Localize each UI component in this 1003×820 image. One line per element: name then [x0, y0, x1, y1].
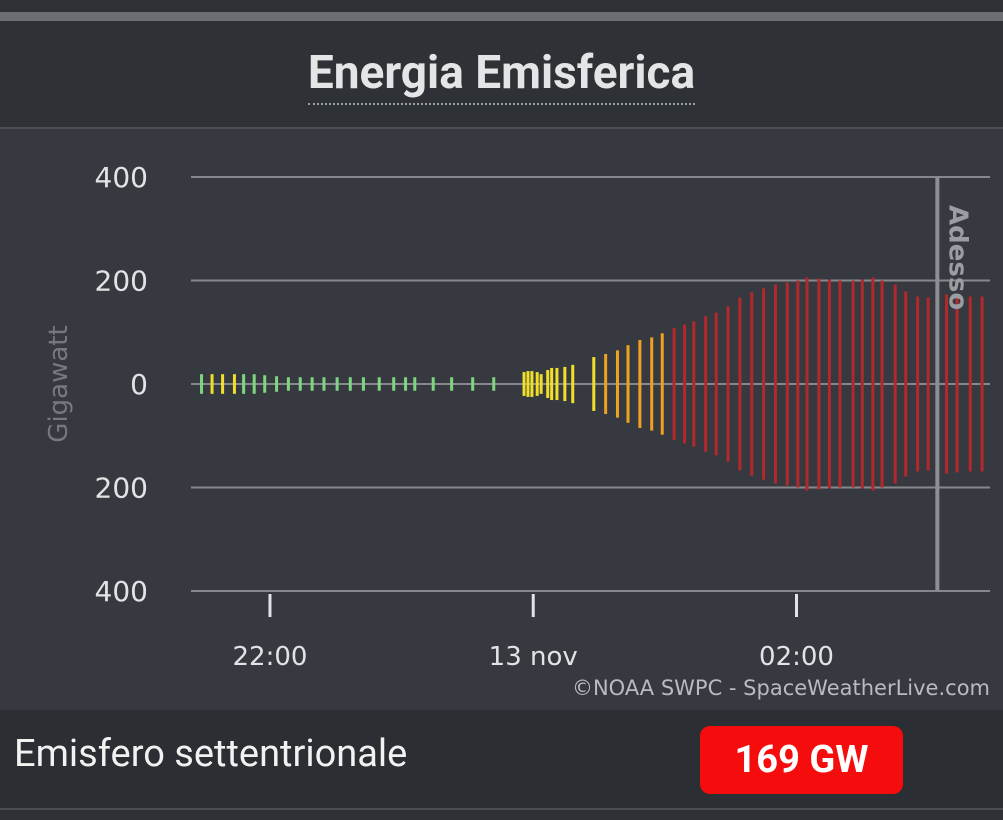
- bar: [785, 282, 789, 486]
- y-tick-label: 0: [130, 368, 148, 401]
- bar: [726, 306, 730, 462]
- y-tick-label: 400: [95, 575, 148, 608]
- bar: [348, 377, 352, 391]
- bar: [860, 279, 864, 489]
- bar: [431, 377, 435, 391]
- top-bar: [0, 12, 1003, 21]
- bar: [880, 280, 884, 488]
- bar: [298, 377, 302, 391]
- bar: [563, 366, 567, 402]
- x-tick-label: 22:00: [233, 642, 308, 672]
- bar: [615, 350, 619, 418]
- bar: [738, 297, 742, 471]
- bar: [638, 340, 642, 428]
- title[interactable]: Energia Emisferica: [307, 45, 696, 105]
- bar: [796, 280, 800, 488]
- bar: [592, 357, 596, 411]
- bar: [404, 377, 408, 391]
- bar: [683, 324, 687, 444]
- y-tick-label: 200: [95, 472, 148, 505]
- chart-background: [0, 129, 1003, 710]
- header: Energia Emisferica: [0, 21, 1003, 129]
- bar: [550, 367, 554, 401]
- bar: [200, 374, 204, 394]
- bar: [471, 377, 475, 391]
- bar: [242, 374, 246, 394]
- hemisphere-label: Emisfero settentrionale: [14, 732, 408, 776]
- bar: [805, 277, 809, 491]
- bar: [361, 377, 365, 391]
- bar: [762, 288, 766, 480]
- footer: Emisfero settentrionale 169 GW: [0, 710, 1003, 810]
- bar: [310, 377, 314, 391]
- bar: [539, 374, 543, 394]
- bar: [626, 345, 630, 423]
- bar: [571, 364, 575, 404]
- bar: [546, 370, 550, 398]
- bar: [555, 367, 559, 401]
- bar: [980, 296, 984, 472]
- bar: [851, 280, 855, 488]
- bar: [714, 312, 718, 456]
- bar: [335, 377, 339, 391]
- bar: [926, 297, 930, 471]
- bar: [604, 353, 608, 415]
- bar: [827, 279, 831, 489]
- bar: [413, 377, 417, 391]
- chart: 400 200 0 200 400 Gigawatt 22:00 13 nov 02:00 Ade…: [0, 129, 1003, 710]
- bar: [672, 328, 676, 440]
- bar: [322, 377, 326, 391]
- power-badge: 169 GW: [700, 726, 903, 794]
- bar: [871, 277, 875, 491]
- bar: [692, 321, 696, 447]
- bar: [535, 372, 539, 396]
- bar: [232, 374, 236, 394]
- bar: [968, 296, 972, 472]
- x-tick-label: 02:00: [759, 642, 834, 672]
- bar: [286, 377, 290, 391]
- bar: [660, 333, 664, 435]
- bar: [893, 284, 897, 484]
- bar: [904, 291, 908, 477]
- y-tick-label: 400: [95, 161, 148, 194]
- bar: [750, 292, 754, 476]
- bar: [377, 377, 381, 391]
- y-tick-label: 200: [95, 265, 148, 298]
- bar: [530, 371, 534, 397]
- bar: [650, 337, 654, 431]
- bar: [916, 296, 920, 472]
- bar: [522, 372, 526, 396]
- bar: [263, 375, 267, 393]
- bar: [450, 377, 454, 391]
- credit: ©NOAA SWPC - SpaceWeatherLive.com: [572, 676, 990, 700]
- bar: [492, 377, 496, 391]
- bar: [392, 377, 396, 391]
- bar: [526, 371, 530, 397]
- bar: [252, 374, 256, 394]
- bar: [704, 316, 708, 452]
- now-label: Adesso: [942, 205, 972, 310]
- bar: [817, 278, 821, 490]
- bar: [773, 284, 777, 484]
- bar: [275, 376, 279, 392]
- bar: [210, 374, 214, 394]
- x-tick-label: 13 nov: [489, 642, 578, 672]
- bar: [955, 295, 959, 473]
- bar: [838, 280, 842, 488]
- bar: [221, 374, 225, 394]
- y-axis-title: Gigawatt: [44, 325, 74, 442]
- bar: [945, 294, 949, 474]
